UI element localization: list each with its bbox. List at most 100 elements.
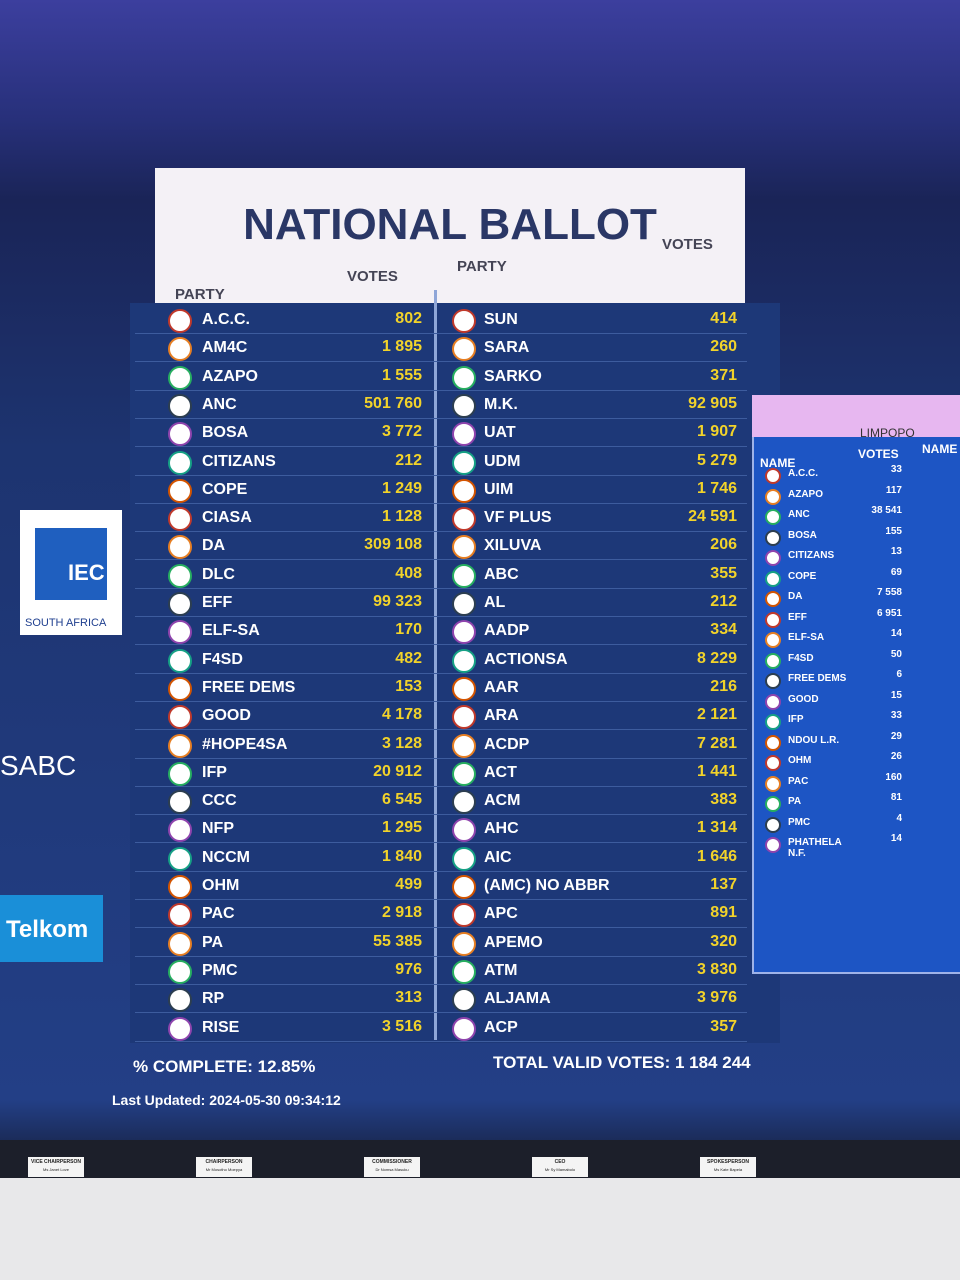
nameplate: [700, 1157, 756, 1177]
party-logo: [168, 563, 192, 588]
votes-header: VOTES: [662, 236, 713, 253]
party-votes: 501 760: [364, 394, 422, 412]
party-name: ACP: [484, 1018, 518, 1036]
party-votes: 2 918: [381, 904, 422, 922]
limpopo-votes: 13: [890, 546, 902, 557]
party-name: VF PLUS: [484, 509, 552, 527]
party-votes: 6 545: [381, 791, 422, 809]
nameplate-role: VICE CHAIRPERSON: [30, 1159, 81, 1165]
row-divider: [135, 559, 432, 561]
limpopo-logo: [765, 693, 781, 710]
row-divider: [135, 927, 432, 929]
party-name: SARKO: [484, 367, 542, 385]
party-name: EFF: [202, 594, 233, 611]
party-logo: [168, 1016, 192, 1041]
party-name: PA: [202, 933, 224, 951]
limpopo-votes: 15: [890, 689, 902, 701]
limpopo-votes-header: VOTES: [858, 447, 899, 461]
party-name: ACDP: [484, 735, 530, 753]
party-logo: [168, 393, 192, 418]
row-divider: [417, 446, 747, 448]
party-name: UDM: [484, 452, 521, 470]
party-name: ANC: [202, 395, 237, 413]
telkom-logo: Telkom: [6, 916, 89, 943]
nameplate-role: CEO: [554, 1159, 566, 1165]
party-logo: [452, 846, 476, 871]
party-name: CIASA: [202, 509, 252, 527]
party-name: A.C.C.: [202, 311, 250, 328]
limpopo-party: PA: [788, 796, 802, 807]
row-divider: [135, 955, 432, 957]
row-divider: [135, 389, 432, 391]
party-votes: 206: [710, 536, 737, 554]
nameplate-name: Dr Nomsa Masuku: [375, 1167, 409, 1172]
party-name: UAT: [484, 424, 516, 442]
limpopo-logo: [765, 714, 781, 730]
limpopo-logo: [765, 509, 781, 525]
row-divider: [135, 700, 432, 702]
party-logo: [452, 422, 476, 447]
nameplate-name: Mr Mosotho Moepya: [205, 1167, 243, 1172]
party-votes: 802: [395, 310, 422, 327]
desk-back: [0, 1140, 960, 1180]
party-logo: [452, 478, 476, 503]
party-name: ELF-SA: [202, 622, 260, 640]
nameplate: [196, 1157, 252, 1177]
limpopo-votes: 14: [890, 628, 902, 639]
party-votes: 92 905: [688, 394, 737, 412]
row-divider: [417, 729, 747, 731]
limpopo-logo: [765, 591, 781, 607]
party-logo: [168, 988, 192, 1013]
row-divider: [417, 502, 747, 504]
limpopo-logo: [765, 488, 781, 505]
party-name: M.K.: [484, 395, 518, 413]
limpopo-votes: 81: [890, 792, 902, 803]
party-votes: 2 121: [696, 706, 737, 724]
row-divider: [417, 842, 747, 844]
party-votes: 4 178: [381, 706, 422, 724]
party-logo: [168, 959, 192, 984]
party-logo: [168, 309, 192, 333]
party-votes: 1 646: [696, 847, 737, 865]
iec-box: [35, 528, 107, 600]
party-name: #HOPE4SA: [202, 735, 288, 753]
party-name: SUN: [484, 311, 518, 328]
limpopo-logo: [765, 673, 781, 689]
party-votes: 414: [710, 310, 737, 327]
party-votes: 1 314: [696, 819, 737, 837]
nameplate-role: CHAIRPERSON: [205, 1159, 243, 1165]
party-name: SARA: [484, 339, 530, 357]
party-name: OHM: [202, 877, 240, 894]
limpopo-name-header: NAME: [760, 456, 796, 470]
nameplate: [364, 1157, 420, 1177]
row-divider: [135, 361, 432, 363]
row-divider: [135, 474, 432, 476]
party-name: ABC: [484, 565, 519, 583]
party-votes: 3 128: [381, 734, 422, 752]
party-logo: [452, 790, 476, 815]
row-divider: [135, 814, 432, 816]
limpopo-party: DA: [788, 591, 803, 602]
party-name: ACTIONSA: [484, 650, 568, 668]
row-divider: [135, 672, 432, 674]
party-votes: 309 108: [364, 536, 422, 554]
party-name: AL: [484, 594, 506, 611]
row-divider: [417, 955, 747, 957]
row-divider: [417, 616, 747, 617]
party-name: ATM: [484, 961, 518, 979]
limpopo-party: GOOD: [788, 693, 819, 705]
party-votes: 1 249: [381, 479, 422, 497]
party-logo: [452, 507, 476, 532]
party-logo: [452, 450, 476, 475]
party-logo: [452, 676, 476, 701]
party-name: ACT: [484, 763, 517, 781]
party-logo: [452, 620, 476, 645]
party-name: AHC: [484, 820, 519, 838]
limpopo-logo: [765, 837, 781, 853]
limpopo-logo: [765, 816, 781, 833]
nameplate-name: Ms Janet Love: [42, 1167, 69, 1172]
party-logo: [452, 563, 476, 588]
limpopo-logo: [765, 775, 781, 792]
row-divider: [135, 644, 432, 646]
limpopo-votes: 69: [890, 566, 902, 578]
